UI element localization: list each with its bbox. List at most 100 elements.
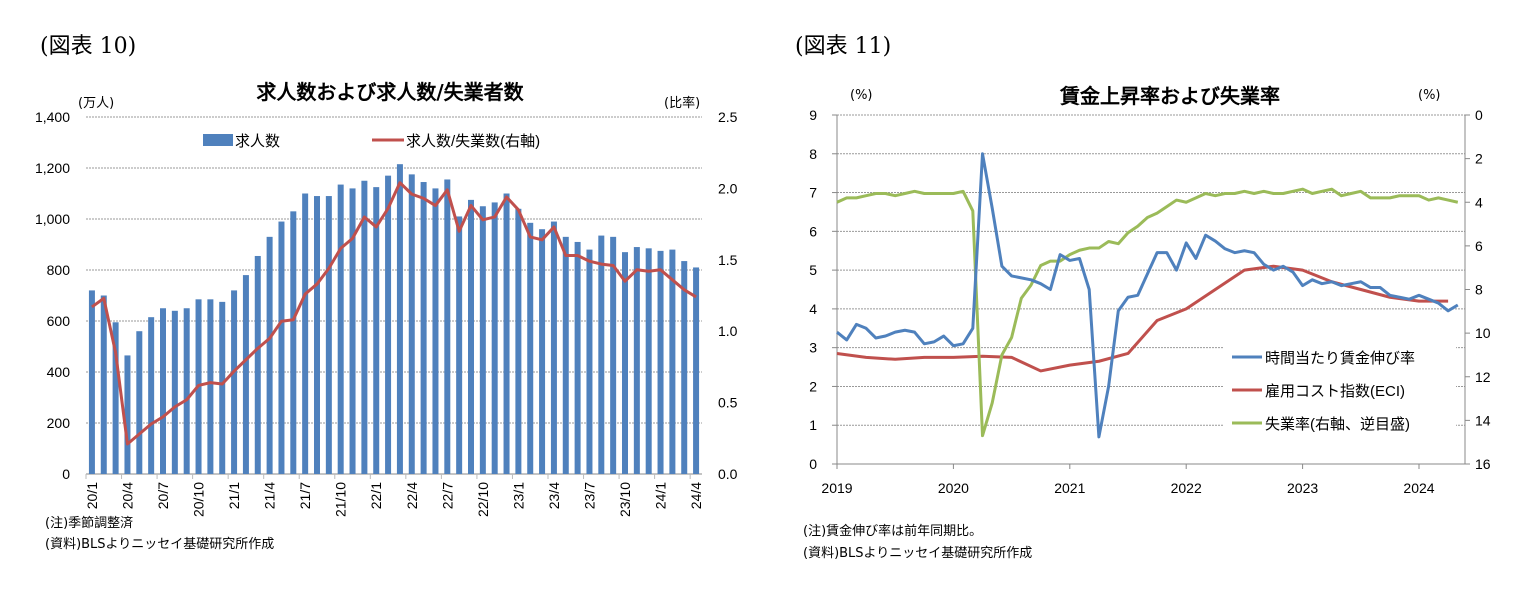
chart1-bar [598, 235, 605, 474]
chart1-bar [219, 301, 226, 474]
chart2-ytick-label: 8 [809, 146, 817, 162]
chart1-xtick-label: 24/1 [653, 482, 669, 509]
chart1-bar [420, 182, 427, 474]
chart1-bar [586, 249, 593, 474]
chart1-bar [302, 193, 309, 474]
chart1-source: (資料)BLSよりニッセイ基礎研究所作成 [45, 537, 275, 552]
chart1-bar [207, 299, 214, 474]
chart2-legend-label: 失業率(右軸、逆目盛) [1265, 416, 1410, 433]
chart1-bar [645, 248, 652, 474]
chart1-bar [669, 249, 676, 474]
chart2-ytick-label: 1 [809, 417, 817, 433]
chart2-legend-label: 時間当たり賃金伸び率 [1265, 350, 1415, 367]
chart2-ytick-label: 7 [809, 185, 817, 201]
chart1-ytick-label: 1,000 [35, 211, 70, 227]
chart2-xtick-label: 2023 [1287, 480, 1318, 496]
chart1-ytick-label: 1,200 [35, 160, 70, 176]
chart1-bar [148, 317, 155, 474]
chart2-note: (注)賃金伸び率は前年同期比。 [803, 524, 983, 539]
chart1-bar [479, 206, 486, 474]
chart1-xtick-label: 22/4 [404, 482, 420, 509]
chart2-xtick-label: 2020 [938, 480, 969, 496]
chart2-source: (資料)BLSよりニッセイ基礎研究所作成 [803, 546, 1033, 561]
chart2-y2tick-label: 16 [1475, 456, 1491, 472]
chart2-legend-bg [1224, 409, 1456, 437]
chart1-bar [160, 308, 166, 474]
chart1-y2tick-label: 2.5 [718, 109, 738, 125]
chart1-xtick-label: 23/4 [546, 482, 562, 509]
chart1-bar [242, 275, 249, 474]
chart1-legend-label-bar: 求人数 [235, 133, 280, 150]
chart1-bar [136, 331, 143, 474]
chart1-ytick-label: 600 [47, 313, 71, 329]
chart1-bar [349, 188, 356, 474]
chart2-y2tick-label: 14 [1475, 412, 1491, 428]
chart1-xtick-label: 22/1 [368, 482, 384, 509]
chart1-bar [100, 295, 107, 474]
chart1-xtick-label: 23/10 [617, 482, 633, 517]
chart1-bar [693, 267, 700, 474]
chart2-xtick-label: 2021 [1054, 480, 1085, 496]
chart1-bar [657, 250, 664, 474]
chart2-ytick-label: 3 [809, 340, 817, 356]
chart1-xtick-label: 21/7 [297, 482, 313, 509]
chart1-bar [432, 188, 439, 474]
chart1-xtick-label: 23/1 [510, 482, 526, 509]
chart2-y2tick-label: 0 [1475, 107, 1483, 123]
chart1-bar [325, 196, 332, 475]
chart1-note: (注)季節調整済 [45, 516, 134, 531]
chart1-xtick-label: 20/10 [191, 482, 207, 517]
chart1-xtick-label: 21/1 [226, 482, 242, 509]
chart1-ytick-label: 800 [47, 262, 71, 278]
chart1-xtick-label: 21/10 [333, 482, 349, 517]
chart1-bar [361, 180, 368, 474]
chart1-y2tick-label: 0.0 [718, 466, 738, 482]
chart1-bar [171, 310, 178, 474]
chart2-ytick-label: 9 [809, 107, 817, 123]
chart1-bar [396, 164, 403, 475]
chart2-ytick-label: 6 [809, 223, 817, 239]
chart2-left-unit: (%) [850, 88, 873, 103]
chart1-ytick-label: 1,400 [35, 109, 70, 125]
chart1-bar [633, 247, 640, 474]
chart1-bar [408, 174, 415, 474]
chart1-ytick-label: 200 [47, 415, 71, 431]
chart1-bar [183, 308, 190, 474]
chart1-bar [373, 187, 380, 474]
chart1-bar [550, 221, 557, 474]
chart1-right-unit: (比率) [664, 96, 701, 111]
chart1-bar [112, 322, 119, 474]
chart1-xtick-label: 20/7 [155, 482, 171, 509]
chart1-xtick-label: 23/7 [581, 482, 597, 509]
figure-label-10: (図表 10) [40, 34, 137, 59]
chart1-bar [314, 196, 320, 475]
chart1-bar [290, 211, 297, 474]
chart1-bar [124, 355, 131, 474]
chart1-bar [444, 179, 451, 474]
chart1-y2tick-label: 1.0 [718, 323, 738, 339]
chart1-left-unit: (万人) [78, 96, 115, 111]
chart2-y2tick-label: 12 [1475, 369, 1491, 385]
chart1-legend-label-line: 求人数/失業数(右軸) [406, 133, 540, 150]
chart1-y2tick-label: 2.0 [718, 180, 738, 196]
chart1-xtick-label: 20/1 [84, 482, 100, 509]
chart1-y2tick-label: 1.5 [718, 252, 738, 268]
chart2-legend-bg [1224, 343, 1456, 371]
chart2-xtick-label: 2024 [1403, 480, 1434, 496]
chart1-bar [468, 199, 474, 474]
chart1-xtick-label: 20/4 [119, 482, 135, 509]
chart1-y2tick-label: 0.5 [718, 395, 738, 411]
chart1-bar [88, 290, 95, 474]
chart2-legend-bg [1224, 376, 1456, 404]
chart1-bar [385, 175, 392, 474]
chart2-y2tick-label: 6 [1475, 238, 1483, 254]
chart2-ytick-label: 0 [809, 456, 817, 472]
chart1-xtick-label: 22/7 [439, 482, 455, 509]
chart2-ytick-label: 5 [809, 262, 817, 278]
chart1-ytick-label: 0 [62, 466, 70, 482]
chart2-xtick-label: 2019 [821, 480, 852, 496]
chart1-title: 求人数および求人数/失業者数 [256, 80, 524, 104]
chart1-bar [539, 229, 546, 474]
chart1-bar [515, 208, 522, 475]
chart1-xtick-label: 24/4 [688, 482, 704, 509]
